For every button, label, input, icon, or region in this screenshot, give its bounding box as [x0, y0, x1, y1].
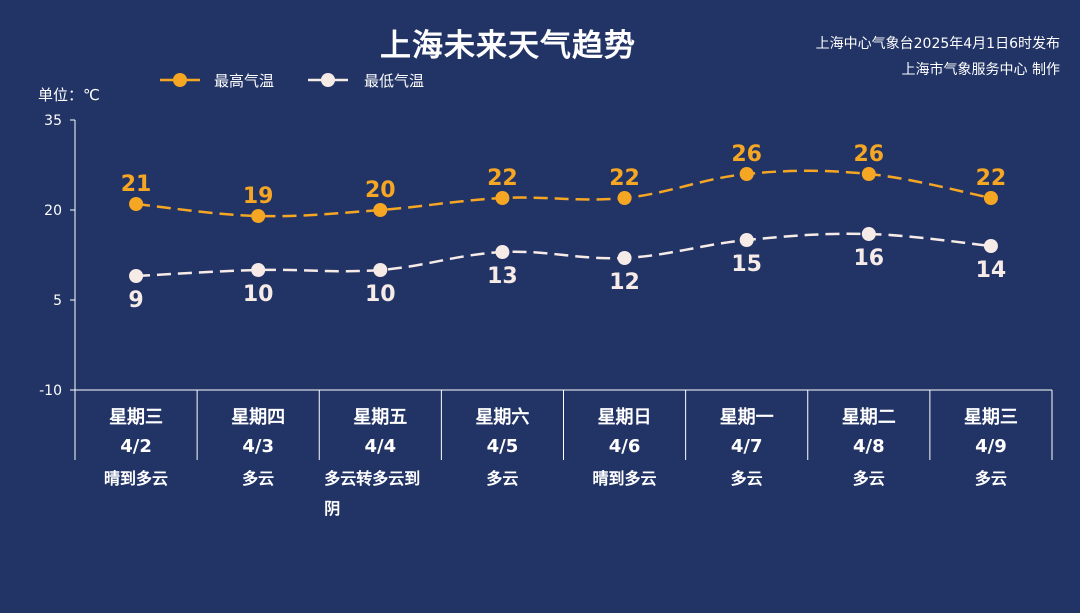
weekday-label: 星期五 — [353, 407, 407, 428]
date-label: 4/6 — [609, 436, 641, 457]
source-producer: 上海市气象服务中心 制作 — [901, 62, 1060, 78]
data-label: 19 — [243, 184, 274, 209]
data-point — [861, 227, 876, 241]
legend-label: 最高气温 — [214, 72, 274, 90]
weekday-label: 星期日 — [598, 407, 652, 428]
weather-label: 多云转多云到 — [324, 469, 420, 488]
data-point — [739, 233, 754, 247]
series-line-high — [135, 169, 992, 218]
data-point — [495, 245, 510, 259]
weekday-label: 星期三 — [109, 407, 163, 428]
weather-label: 多云 — [975, 469, 1007, 488]
series-line-low — [136, 232, 992, 278]
chart-title: 上海未来天气趋势 — [380, 28, 636, 64]
date-label: 4/9 — [975, 436, 1007, 457]
weekday-label: 星期三 — [964, 407, 1018, 428]
data-point — [373, 263, 388, 277]
date-label: 4/5 — [487, 436, 519, 457]
data-label: 22 — [976, 166, 1007, 191]
y-tick-label: -10 — [39, 383, 62, 399]
date-label: 4/8 — [853, 436, 885, 457]
weather-label: 多云 — [731, 469, 763, 488]
legend-marker — [173, 73, 187, 87]
data-label: 22 — [609, 166, 640, 191]
y-tick-label: 35 — [44, 113, 62, 129]
source-publisher: 上海中心气象台2025年4月1日6时发布 — [815, 36, 1060, 52]
weather-label: 晴到多云 — [593, 469, 657, 488]
data-point — [251, 209, 266, 223]
data-label: 26 — [854, 142, 885, 167]
data-point — [373, 203, 388, 217]
data-point — [617, 251, 632, 265]
data-point — [739, 167, 754, 181]
legend-label: 最低气温 — [364, 72, 424, 90]
data-label: 26 — [731, 142, 762, 167]
data-point — [617, 191, 632, 205]
weekday-label: 星期二 — [842, 407, 896, 428]
data-point — [251, 263, 266, 277]
data-label: 22 — [487, 166, 518, 191]
weekday-label: 星期四 — [231, 407, 285, 428]
data-label: 9 — [128, 288, 143, 313]
unit-label: 单位：℃ — [38, 86, 100, 104]
date-label: 4/4 — [365, 436, 397, 457]
weather-label: 多云 — [486, 469, 518, 488]
weather-label: 多云 — [853, 469, 885, 488]
data-point — [983, 191, 998, 205]
data-point — [861, 167, 876, 181]
weather-label: 晴到多云 — [104, 469, 168, 488]
data-label: 20 — [365, 178, 396, 203]
data-label: 10 — [243, 282, 274, 307]
date-label: 4/7 — [731, 436, 763, 457]
data-point — [495, 191, 510, 205]
weather-label: 阴 — [324, 499, 340, 518]
weather-label: 多云 — [242, 469, 274, 488]
data-label: 16 — [854, 246, 885, 271]
data-label: 21 — [121, 172, 152, 197]
data-label: 14 — [976, 258, 1007, 283]
data-point — [983, 239, 998, 253]
data-label: 12 — [609, 270, 640, 295]
date-label: 4/2 — [120, 436, 152, 457]
y-tick-label: 20 — [44, 203, 62, 219]
data-label: 10 — [365, 282, 396, 307]
legend-marker — [321, 73, 335, 87]
data-point — [129, 269, 144, 283]
data-point — [129, 197, 144, 211]
date-label: 4/3 — [242, 436, 274, 457]
data-label: 13 — [487, 264, 518, 289]
data-label: 15 — [731, 252, 762, 277]
weekday-label: 星期一 — [720, 407, 774, 428]
weekday-label: 星期六 — [475, 406, 529, 428]
y-tick-label: 5 — [53, 293, 62, 309]
